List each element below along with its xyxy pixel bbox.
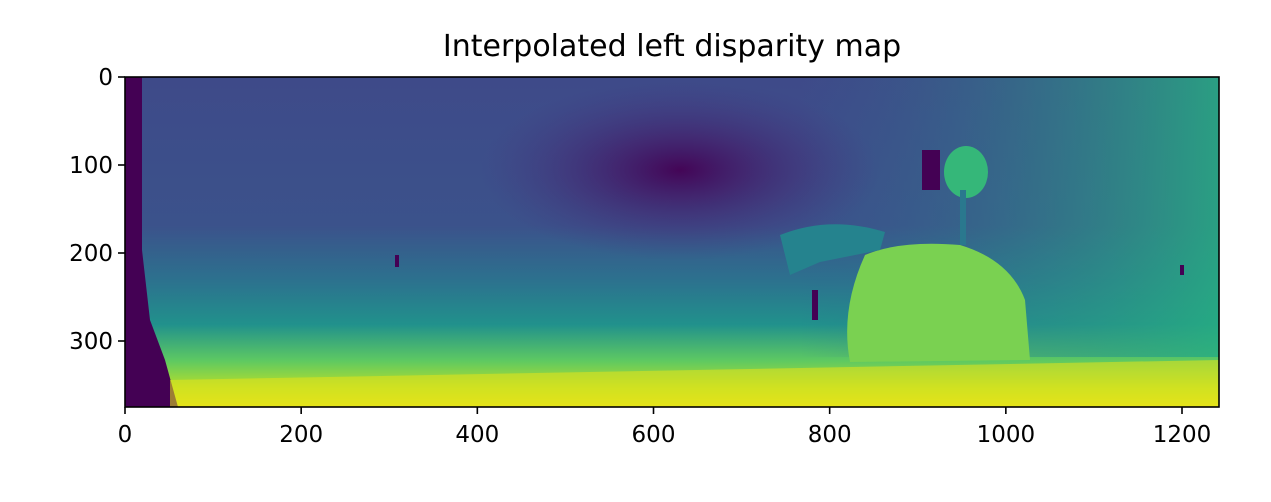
disparity-tree-trunk	[960, 190, 966, 245]
y-axis: 0 100 200 300	[69, 65, 125, 355]
disparity-dark-speck	[395, 255, 399, 267]
disparity-bottom-bright	[170, 360, 1219, 407]
x-tick-label: 800	[808, 422, 852, 448]
x-axis: 0 200 400 600 800 1000 1200	[118, 407, 1212, 448]
x-tick-label: 1200	[1153, 422, 1212, 448]
disparity-dark-speck	[812, 290, 818, 320]
disparity-left-invalid-band	[125, 77, 178, 407]
y-tick-label: 200	[69, 241, 113, 267]
disparity-mid-object	[780, 224, 885, 275]
y-tick-label: 100	[69, 153, 113, 179]
x-tick-label: 1000	[977, 422, 1036, 448]
x-tick-label: 200	[279, 422, 323, 448]
disparity-dark-speck	[1180, 265, 1184, 275]
x-tick-label: 600	[632, 422, 676, 448]
disparity-image	[125, 77, 1219, 407]
disparity-far-region	[480, 80, 880, 260]
x-tick-label: 400	[455, 422, 499, 448]
chart-title: Interpolated left disparity map	[443, 29, 901, 64]
y-tick-label: 0	[98, 65, 113, 91]
disparity-dark-speck	[922, 150, 940, 190]
disparity-car-region	[847, 243, 1030, 362]
y-tick-label: 300	[69, 329, 113, 355]
disparity-tree-crown	[944, 146, 988, 198]
x-tick-label: 0	[118, 422, 133, 448]
axes-frame	[124, 76, 1220, 408]
